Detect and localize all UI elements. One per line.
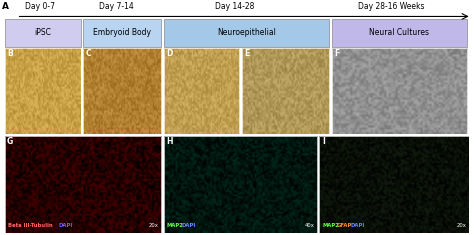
- Bar: [83, 19, 161, 47]
- Text: 40x: 40x: [305, 223, 315, 228]
- Text: A: A: [2, 2, 9, 11]
- Text: Beta III-Tubulin: Beta III-Tubulin: [8, 223, 52, 228]
- Bar: [5, 136, 161, 233]
- Bar: [83, 48, 161, 134]
- Text: E: E: [244, 49, 249, 58]
- Text: C: C: [85, 49, 91, 58]
- Text: G: G: [7, 137, 13, 146]
- Text: MAP2: MAP2: [322, 223, 339, 228]
- Text: H: H: [166, 137, 173, 146]
- Text: B: B: [7, 49, 13, 58]
- Bar: [319, 136, 469, 233]
- Text: iPSC: iPSC: [34, 28, 51, 37]
- Bar: [164, 136, 317, 233]
- Bar: [164, 19, 329, 47]
- Text: DAPI: DAPI: [59, 223, 73, 228]
- Bar: [164, 48, 239, 134]
- Text: DAPI: DAPI: [181, 223, 195, 228]
- Text: 20x: 20x: [149, 223, 159, 228]
- Bar: [242, 48, 329, 134]
- Bar: [5, 19, 81, 47]
- Text: I: I: [322, 137, 325, 146]
- Text: Neuroepithelial: Neuroepithelial: [217, 28, 276, 37]
- Text: Day 14-28: Day 14-28: [215, 2, 255, 11]
- Bar: [5, 48, 81, 134]
- Bar: [332, 19, 467, 47]
- Text: DAPI: DAPI: [351, 223, 365, 228]
- Text: GFAP: GFAP: [337, 223, 352, 228]
- Bar: [332, 48, 467, 134]
- Text: D: D: [166, 49, 172, 58]
- Text: F: F: [334, 49, 339, 58]
- Text: MAP2: MAP2: [167, 223, 184, 228]
- Text: Day 7-14: Day 7-14: [99, 2, 134, 11]
- Text: Day 28-16 Weeks: Day 28-16 Weeks: [358, 2, 424, 11]
- Text: Day 0-7: Day 0-7: [25, 2, 55, 11]
- Text: 20x: 20x: [457, 223, 467, 228]
- Text: Neural Cultures: Neural Cultures: [369, 28, 429, 37]
- Text: Embryoid Body: Embryoid Body: [93, 28, 151, 37]
